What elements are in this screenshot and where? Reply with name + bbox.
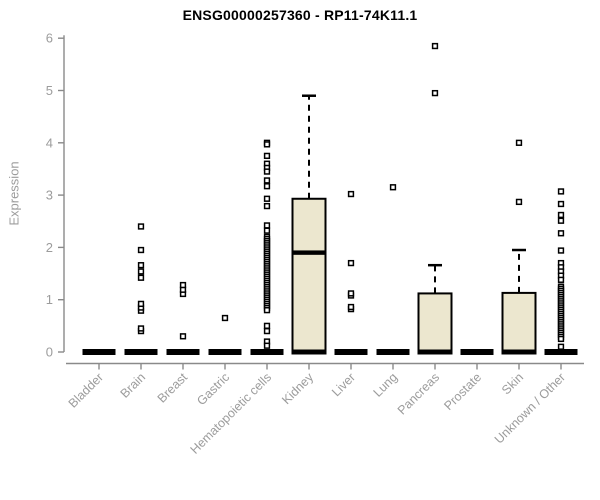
x-tick-label-liver: Liver — [329, 370, 358, 399]
box-pancreas — [417, 292, 453, 354]
outlier-dot-unknown-other — [557, 200, 565, 208]
outlier-dot-hematopoietic-cells — [263, 168, 271, 175]
y-axis-label: Expression — [6, 161, 22, 226]
x-tick-label-breast: Breast — [155, 370, 191, 406]
outlier-dot-hematopoietic-cells — [263, 227, 271, 234]
box-bottom-pancreas — [417, 349, 453, 355]
x-tick-label-unknown-other: Unknown / Other — [492, 370, 568, 446]
x-tick-label-prostate: Prostate — [441, 370, 484, 413]
box-skin — [501, 291, 537, 353]
collapsed-box-bladder — [82, 349, 116, 355]
outlier-dot-hematopoietic-cells — [263, 202, 271, 210]
x-tick-label-kidney: Kidney — [279, 370, 316, 407]
box-bottom-kidney — [291, 349, 327, 355]
outlier-dot-hematopoietic-cells — [263, 177, 271, 184]
x-tick-label-bladder: Bladder — [66, 370, 106, 410]
outlier-dot-hematopoietic-cells — [263, 183, 271, 190]
median-line-kidney — [293, 250, 325, 255]
collapsed-box-gastric — [208, 349, 242, 355]
outlier-dot-brain — [137, 268, 145, 275]
outlier-dot-unknown-other — [557, 343, 565, 350]
collapsed-box-unknown-other — [544, 349, 578, 355]
outlier-dot-hematopoietic-cells — [263, 222, 271, 229]
chart-title: ENSG00000257360 - RP11-74K11.1 — [182, 7, 418, 23]
outlier-dot-breast — [179, 333, 187, 340]
collapsed-box-lung — [376, 349, 410, 355]
y-tick-label: 3 — [46, 188, 53, 203]
outlier-dot-lung — [389, 184, 397, 191]
outlier-dot-hematopoietic-cells — [263, 322, 271, 330]
outlier-dot-brain — [137, 300, 145, 308]
x-tick-label-brain: Brain — [118, 370, 149, 401]
collapsed-box-hematopoietic-cells — [250, 349, 284, 355]
outlier-dot-liver — [347, 290, 355, 297]
x-tick-label-skin: Skin — [499, 370, 526, 397]
outlier-dot-unknown-other — [557, 188, 565, 195]
outlier-dot-liver — [347, 190, 355, 198]
y-tick-label: 6 — [46, 31, 53, 46]
outlier-dot-pancreas — [431, 89, 439, 97]
outlier-dot-pancreas — [431, 42, 439, 50]
y-tick-label: 0 — [46, 345, 53, 360]
outlier-dot-gastric — [221, 314, 229, 322]
outlier-dot-brain — [137, 274, 145, 281]
outlier-dot-hematopoietic-cells — [263, 327, 271, 335]
outlier-dot-hematopoietic-cells — [263, 342, 271, 349]
outlier-dot-liver — [347, 259, 355, 267]
outlier-dot-brain — [137, 262, 145, 269]
outlier-dot-unknown-other — [557, 230, 565, 237]
outlier-dot-brain — [137, 246, 145, 254]
outlier-dot-unknown-other — [557, 335, 565, 343]
outlier-dot-unknown-other — [557, 247, 565, 254]
outlier-dot-unknown-other — [557, 211, 565, 219]
collapsed-box-prostate — [460, 349, 494, 355]
x-tick-label-hematopoietic-cells: Hematopoietic cells — [188, 370, 275, 457]
outlier-dot-liver — [347, 303, 355, 311]
collapsed-box-liver — [334, 349, 368, 355]
x-tick-label-pancreas: Pancreas — [395, 370, 442, 417]
outlier-dot-brain — [137, 223, 145, 230]
box-bottom-skin — [501, 349, 537, 355]
outlier-dot-unknown-other — [557, 217, 565, 224]
y-tick-label: 4 — [46, 135, 53, 150]
outlier-dot-skin — [515, 139, 523, 146]
y-tick-label: 5 — [46, 83, 53, 98]
y-tick-label: 2 — [46, 240, 53, 255]
outlier-dot-hematopoietic-cells — [263, 195, 271, 202]
x-tick-label-lung: Lung — [371, 370, 401, 400]
y-tick-label: 1 — [46, 292, 53, 307]
collapsed-box-brain — [124, 349, 158, 355]
outlier-dot-hematopoietic-cells — [263, 141, 271, 148]
box-kidney — [291, 197, 327, 353]
outlier-dot-breast — [179, 281, 187, 289]
outlier-dot-brain — [137, 325, 145, 332]
outlier-dot-skin — [515, 198, 523, 206]
x-tick-label-gastric: Gastric — [194, 370, 232, 408]
outlier-dot-hematopoietic-cells — [263, 152, 271, 160]
outlier-dot-unknown-other — [557, 276, 565, 283]
outlier-dot-hematopoietic-cells — [263, 307, 271, 314]
collapsed-box-breast — [166, 349, 200, 355]
